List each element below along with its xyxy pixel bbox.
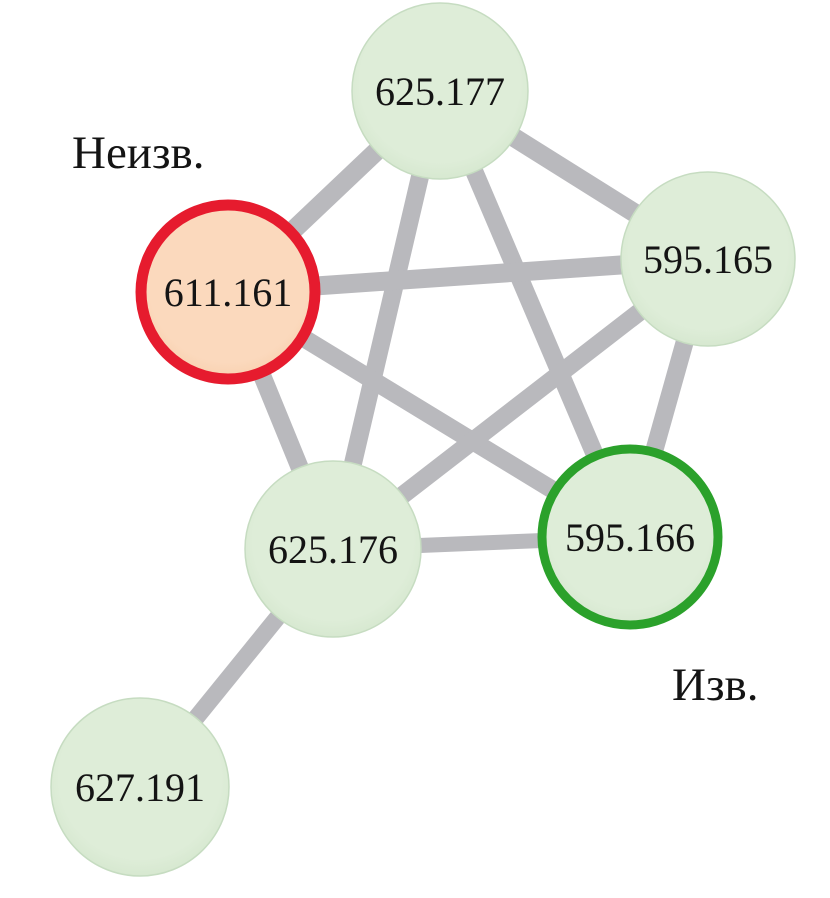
graph-node-595.165[interactable]: 595.165 [620, 171, 796, 347]
edge-layer [133, 82, 717, 793]
node-circle [537, 444, 723, 630]
node-circle [244, 460, 422, 638]
node-circle [135, 199, 321, 385]
graph-node-625.177[interactable]: 625.177 [351, 2, 529, 180]
annotation-unknown: Неизв. [72, 127, 204, 179]
node-circle [351, 2, 529, 180]
graph-node-625.176[interactable]: 625.176 [244, 460, 422, 638]
graph-node-627.191[interactable]: 627.191 [50, 697, 230, 877]
graph-node-611.161[interactable]: 611.161 [135, 199, 321, 385]
node-circle [50, 697, 230, 877]
annotation-known: Изв. [672, 659, 758, 711]
node-circle [620, 171, 796, 347]
graph-node-595.166[interactable]: 595.166 [537, 444, 723, 630]
